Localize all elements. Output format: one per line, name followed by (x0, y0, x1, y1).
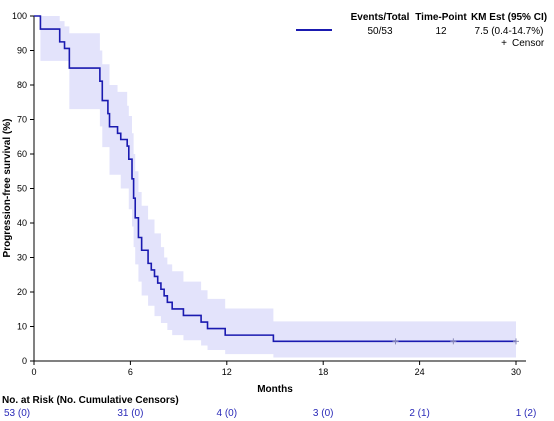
survival-line-layer (34, 15, 516, 343)
survival-line (34, 15, 516, 343)
y-axis-title: Progression-free survival (%) (2, 119, 13, 258)
risk-table: 53 (0) 31 (0) 4 (0) 3 (0) 2 (1) 1 (2) (4, 408, 536, 419)
legend-header-events: Events/Total (351, 12, 410, 23)
legend-km-est-value: 7.5 (0.4-14.7%) (475, 26, 544, 37)
y-tick-label: 20 (17, 287, 27, 297)
y-tick-label: 90 (17, 46, 27, 56)
x-tick-label: 6 (128, 367, 133, 377)
x-tick-label: 30 (511, 367, 521, 377)
plot-background (34, 16, 526, 361)
x-tick-label: 0 (31, 367, 36, 377)
risk-value: 31 (0) (117, 408, 143, 419)
legend: Events/Total Time-Point KM Est (95% CI) … (296, 12, 547, 49)
censor-marks (392, 338, 519, 345)
y-tick-label: 80 (17, 80, 27, 90)
legend-header-km-est: KM Est (95% CI) (471, 12, 547, 23)
x-axis-title: Months (257, 384, 293, 395)
risk-value: 4 (0) (217, 408, 238, 419)
legend-censor-symbol: + (501, 38, 507, 49)
legend-censor-label: Censor (512, 38, 545, 49)
x-tick-label: 18 (318, 367, 328, 377)
y-tick-label: 0 (22, 356, 27, 366)
y-tick-label: 30 (17, 253, 27, 263)
y-tick-label: 50 (17, 184, 27, 194)
legend-header-timepoint: Time-Point (415, 12, 467, 23)
x-tick-label: 12 (222, 367, 232, 377)
risk-table-title: No. at Risk (No. Cumulative Censors) (2, 395, 179, 406)
censor-mark (392, 338, 399, 345)
censor-mark (513, 338, 519, 345)
risk-value: 1 (2) (516, 408, 537, 419)
censor-mark (450, 338, 457, 345)
y-tick-label: 40 (17, 218, 27, 228)
x-tick-label: 24 (415, 367, 425, 377)
risk-value: 53 (0) (4, 408, 30, 419)
tick-labels: 0 10 20 30 40 50 60 70 80 90 100 0 6 12 18 24 30 (12, 11, 521, 377)
y-tick-label: 100 (12, 11, 27, 21)
y-tick-label: 70 (17, 115, 27, 125)
legend-events-value: 50/53 (367, 26, 392, 37)
legend-timepoint-value: 12 (435, 26, 447, 37)
risk-value: 3 (0) (313, 408, 334, 419)
risk-value: 2 (1) (409, 408, 430, 419)
axes (30, 15, 526, 365)
y-tick-label: 60 (17, 149, 27, 159)
y-tick-label: 10 (17, 322, 27, 332)
plot-area (34, 16, 526, 361)
